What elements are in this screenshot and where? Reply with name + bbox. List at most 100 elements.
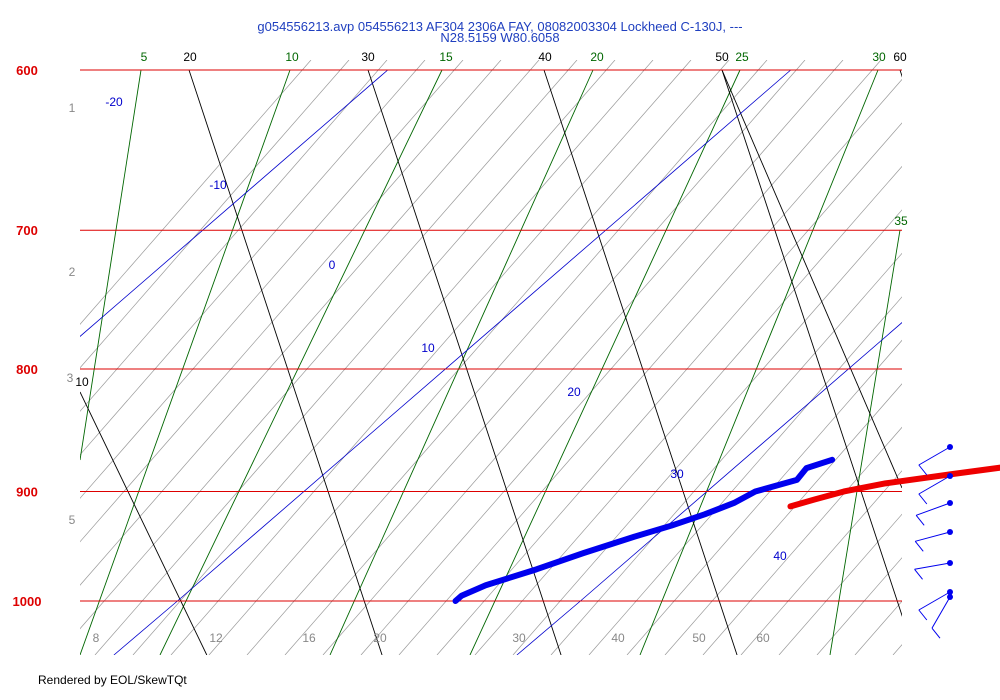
isotherm-line — [80, 69, 388, 337]
dry-adiabats — [80, 69, 902, 655]
mixing-ratio-line — [80, 60, 350, 369]
mixing-ratio-label: 16 — [302, 631, 316, 645]
pressure-label: 1000 — [13, 594, 42, 609]
footer-credit: Rendered by EOL/SkewTQt — [38, 673, 187, 687]
moist-adiabat-line — [639, 69, 879, 655]
mixing-ratio-line — [702, 426, 902, 655]
dry-adiabat-line — [543, 69, 738, 655]
mixing-ratio-line — [360, 60, 882, 655]
moist-adiabat-line — [159, 69, 443, 655]
dry-adiabat-line — [899, 69, 902, 78]
dry-adiabat-label: 30 — [361, 50, 375, 64]
isotherm-line — [580, 322, 902, 602]
wind-barb — [914, 529, 953, 552]
mixing-ratio-line — [208, 60, 730, 655]
wind-barb-feather — [915, 515, 925, 526]
isotherm-label: 0 — [329, 258, 336, 272]
mixing-ratio-line — [80, 60, 312, 325]
mixing-ratio-line — [892, 644, 902, 655]
dry-adiabat-line — [721, 69, 902, 617]
height-km-label: 3 — [67, 371, 74, 385]
wind-barb — [914, 560, 953, 580]
mixing-ratio-label: 60 — [756, 631, 770, 645]
sounding-line-red — [787, 464, 1000, 510]
wind-barbs — [914, 444, 953, 639]
isotherm-line — [983, 70, 1000, 601]
dry-adiabat-label: 50 — [715, 50, 729, 64]
mixing-ratio-label: 20 — [373, 631, 387, 645]
mixing-ratio-line — [588, 296, 902, 655]
wind-barb-feather — [918, 609, 928, 621]
wind-barb — [918, 473, 953, 505]
isotherm-line — [113, 600, 178, 655]
mixing-ratio-line — [284, 60, 806, 655]
isotherm-line — [177, 69, 791, 602]
dry-adiabat-label: 60 — [893, 50, 907, 64]
moist-adiabat-label: 15 — [439, 50, 453, 64]
mixing-ratio-line — [512, 209, 902, 655]
mixing-ratio-line — [322, 60, 844, 655]
pressure-label: 700 — [16, 223, 38, 238]
wind-barb-feather — [931, 627, 941, 639]
mixing-ratio-line — [170, 60, 692, 655]
moist-adiabat-line — [329, 69, 594, 655]
mixing-ratio-line — [664, 383, 902, 655]
moist-adiabat-line — [829, 229, 901, 655]
wind-barb — [931, 594, 953, 639]
dry-adiabat-label: 20 — [183, 50, 197, 64]
dry-adiabat-line — [188, 69, 383, 655]
mixing-ratio-label: 8 — [93, 631, 100, 645]
mixing-ratio-lines — [80, 60, 902, 655]
dry-adiabat-line — [367, 69, 562, 655]
moist-adiabat-line — [469, 69, 741, 655]
wind-barb-shaft — [918, 591, 951, 611]
dry-adiabat-line — [80, 391, 208, 655]
wind-barb-shaft — [916, 502, 951, 516]
chart-title: g054556213.avp 054556213 AF304 2306A FAY… — [257, 19, 743, 34]
pressure-label: 800 — [16, 362, 38, 377]
moist-adiabat-label: 25 — [735, 50, 749, 64]
mixing-ratio-label: 12 — [209, 631, 223, 645]
wind-barb-feather — [918, 464, 928, 476]
height-km-label: 2 — [69, 265, 76, 279]
mixing-ratio-label: 50 — [692, 631, 706, 645]
isotherm-label: -10 — [209, 178, 227, 192]
moist-adiabat-line — [80, 69, 142, 461]
wind-barb — [915, 500, 953, 526]
height-km-label: 5 — [69, 513, 76, 527]
mixing-ratio-line — [80, 60, 388, 412]
dry-adiabat-label: 40 — [538, 50, 552, 64]
wind-barb-shaft — [914, 562, 951, 570]
mixing-ratio-line — [80, 60, 426, 456]
mixing-ratio-line — [246, 60, 768, 655]
moist-adiabat-label: 5 — [141, 50, 148, 64]
wind-barb-shaft — [918, 475, 951, 495]
isotherm-label: 20 — [567, 385, 581, 399]
wind-barb — [918, 589, 953, 621]
mixing-ratio-line — [398, 78, 902, 655]
chart-subtitle: N28.5159 W80.6058 — [440, 30, 560, 45]
height-km-label: 1 — [69, 101, 76, 115]
isotherm-line — [516, 600, 581, 655]
moist-adiabat-label: 30 — [872, 50, 886, 64]
sounding-line-blue — [452, 456, 836, 604]
mixing-ratio-line — [854, 600, 902, 655]
isotherm-line — [920, 601, 984, 655]
isotherms — [80, 69, 1000, 655]
dry-adiabat-line — [721, 69, 902, 489]
sounding-series — [452, 456, 1000, 604]
moist-adiabat-label: 35 — [894, 214, 908, 228]
axis-labels: 600 700 800 900 1000 -20 -10 0 10 20 30 40 10 20 30 40 5… — [13, 50, 908, 645]
moist-adiabat-label: 20 — [590, 50, 604, 64]
pressure-label: 600 — [16, 63, 38, 78]
wind-barb-feather — [914, 541, 924, 552]
mixing-ratio-line — [94, 60, 616, 655]
mixing-ratio-line — [436, 122, 902, 655]
wind-barb — [918, 444, 953, 476]
mixing-ratio-line — [626, 339, 902, 655]
isotherm-label: -20 — [105, 95, 123, 109]
isotherm-label: 10 — [421, 341, 435, 355]
isotherm-label: 40 — [773, 549, 787, 563]
wind-barb-shaft — [931, 596, 951, 629]
moist-adiabats — [80, 69, 901, 655]
